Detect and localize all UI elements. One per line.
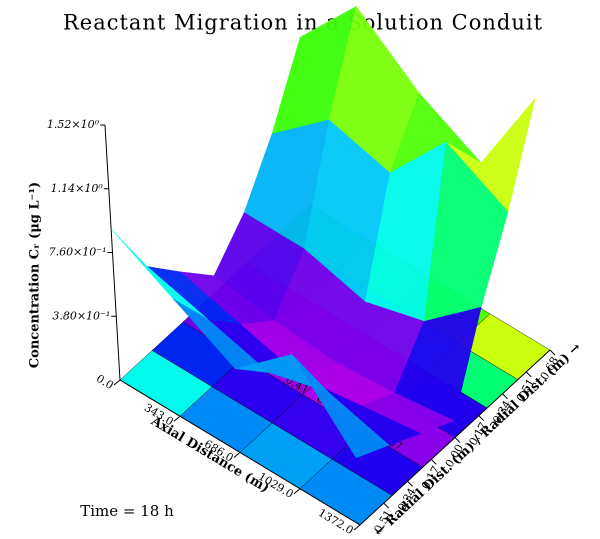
surface-cell	[291, 354, 390, 459]
y-tick	[407, 480, 413, 487]
x-tick	[113, 379, 121, 386]
y-tick	[454, 437, 461, 443]
y-tick	[383, 502, 390, 509]
x-tick	[353, 524, 361, 531]
chart-title: Reactant Migration in a Solution Conduit	[63, 11, 543, 35]
x-tick	[173, 415, 181, 422]
y-tick	[502, 393, 508, 400]
x-tick-label: 0.0	[94, 372, 116, 392]
z-tick-label: 1.14×10⁰	[51, 182, 104, 195]
z-axis-label: Concentration Cᵣ (μg L⁻¹)	[28, 182, 43, 368]
y-tick	[549, 349, 556, 356]
z-tick-label: 3.80×10⁻¹	[52, 309, 110, 322]
x-tick	[233, 452, 241, 458]
z-tick-label: 7.60×10⁻¹	[49, 246, 107, 259]
y-tick	[525, 371, 532, 378]
x-tick	[293, 488, 301, 495]
z-tick-label: 1.52×10⁰	[47, 118, 100, 131]
y-tick	[478, 415, 485, 421]
y-tick	[430, 459, 437, 465]
annotation: Time = 18 h	[80, 502, 174, 520]
